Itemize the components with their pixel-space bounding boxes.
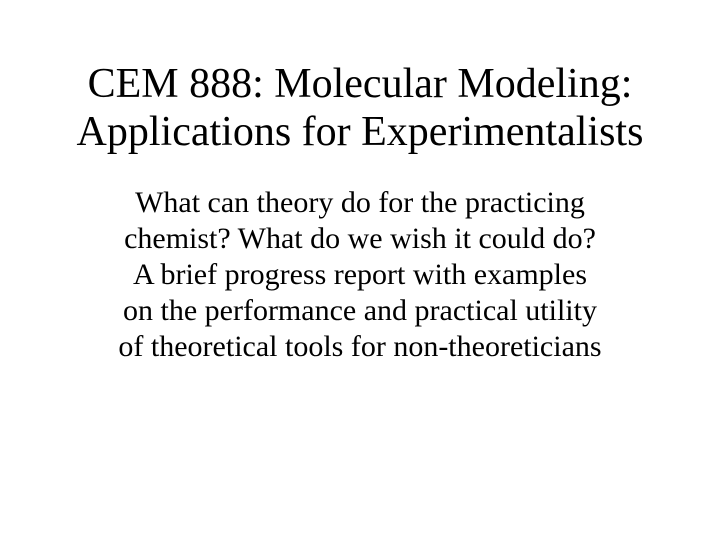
body-line: What can theory do for the practicing: [118, 185, 601, 221]
body-line: chemist? What do we wish it could do?: [118, 221, 601, 257]
slide-body: What can theory do for the practicing ch…: [118, 185, 601, 365]
title-line: CEM 888: Molecular Modeling:: [77, 60, 644, 108]
body-line: of theoretical tools for non-theoreticia…: [118, 329, 601, 365]
slide: CEM 888: Molecular Modeling: Application…: [0, 0, 720, 540]
body-line: on the performance and practical utility: [118, 293, 601, 329]
slide-title: CEM 888: Molecular Modeling: Application…: [77, 60, 644, 157]
title-line: Applications for Experimentalists: [77, 108, 644, 156]
body-line: A brief progress report with examples: [118, 257, 601, 293]
